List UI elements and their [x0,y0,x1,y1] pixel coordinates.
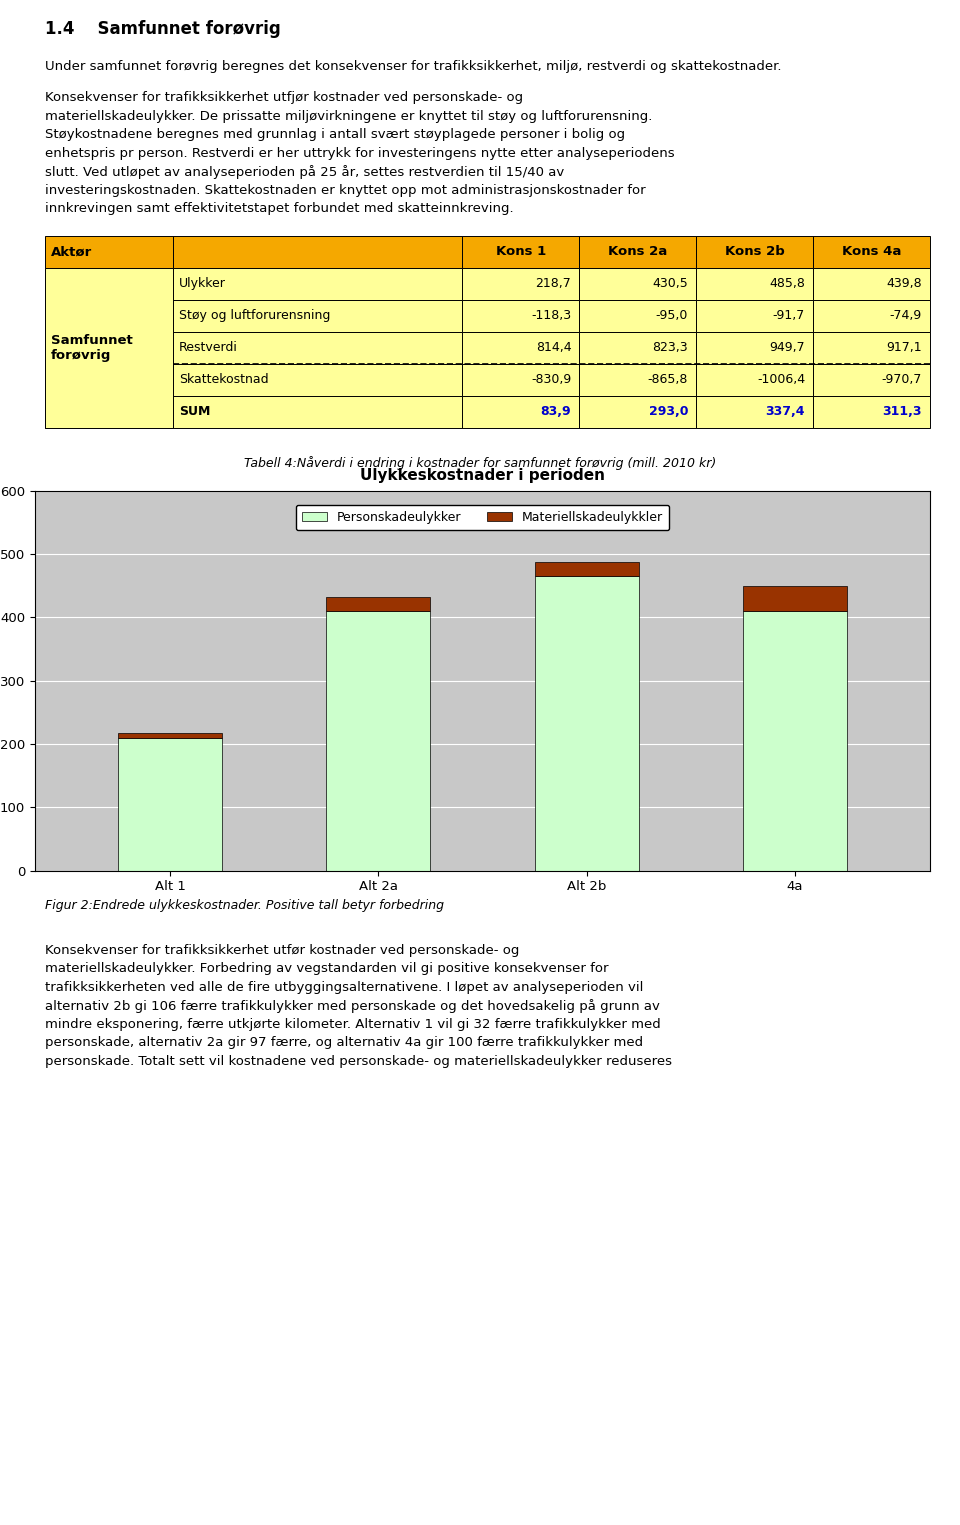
Bar [463,236,579,268]
Bar [118,732,223,738]
Bar [45,364,173,396]
Bar [463,300,579,332]
Text: 337,4: 337,4 [766,406,805,418]
Bar [696,300,813,332]
Bar [45,300,173,332]
Text: -74,9: -74,9 [890,310,922,322]
Bar [45,236,173,268]
Text: Figur 2:Endrede ulykkeskostnader. Positive tall betyr forbedring: Figur 2:Endrede ulykkeskostnader. Positi… [45,898,444,912]
Text: Kons 1: Kons 1 [495,246,546,258]
Bar [813,332,930,364]
Text: personskade. Totalt sett vil kostnadene ved personskade- og materiellskadeulykke: personskade. Totalt sett vil kostnadene … [45,1055,672,1068]
Bar [813,236,930,268]
Bar [579,364,696,396]
Bar [173,300,463,332]
Text: Kons 4a: Kons 4a [842,246,901,258]
Text: 917,1: 917,1 [886,342,922,354]
Bar [579,236,696,268]
Bar [535,561,638,576]
Text: 1.4    Samfunnet forøvrig: 1.4 Samfunnet forøvrig [45,20,280,38]
Text: slutt. Ved utløpet av analyseperioden på 25 år, settes restverdien til 15/40 av: slutt. Ved utløpet av analyseperioden på… [45,165,564,180]
Bar [173,396,463,427]
Bar [813,300,930,332]
Bar [326,612,430,871]
Bar [579,396,696,427]
Text: trafikksikkerheten ved alle de fire utbyggingsalternativene. I løpet av analysep: trafikksikkerheten ved alle de fire utby… [45,981,643,994]
Bar [579,268,696,300]
Bar [173,236,463,268]
Text: 430,5: 430,5 [653,278,688,290]
Bar [326,598,430,612]
Text: innkrevingen samt effektivitetstapet forbundet med skatteinnkreving.: innkrevingen samt effektivitetstapet for… [45,203,514,215]
Text: enhetspris pr person. Restverdi er her uttrykk for investeringens nytte etter an: enhetspris pr person. Restverdi er her u… [45,146,675,160]
Text: 83,9: 83,9 [540,406,571,418]
Text: materiellskadeulykker. Forbedring av vegstandarden vil gi positive konsekvenser : materiellskadeulykker. Forbedring av veg… [45,962,609,976]
Text: Ulykker: Ulykker [179,278,226,290]
Text: Under samfunnet forøvrig beregnes det konsekvenser for trafikksikkerhet, miljø, : Under samfunnet forøvrig beregnes det ko… [45,59,781,73]
Text: alternativ 2b gi 106 færre trafikkulykker med personskade og det hovedsakelig på: alternativ 2b gi 106 færre trafikkulykke… [45,999,660,1013]
Text: 949,7: 949,7 [770,342,805,354]
Bar [45,268,173,300]
Text: -830,9: -830,9 [531,374,571,386]
Text: Skattekostnad: Skattekostnad [179,374,269,386]
Bar [696,364,813,396]
Text: Konsekvenser for trafikksikkerhet utfjør kostnader ved personskade- og: Konsekvenser for trafikksikkerhet utfjør… [45,92,523,104]
Text: mindre eksponering, færre utkjørte kilometer. Alternativ 1 vil gi 32 færre trafi: mindre eksponering, færre utkjørte kilom… [45,1017,660,1031]
Bar [45,268,173,427]
Bar [463,396,579,427]
Text: 814,4: 814,4 [536,342,571,354]
Text: Støy og luftforurensning: Støy og luftforurensning [179,310,330,322]
Text: Kons 2a: Kons 2a [608,246,667,258]
Bar [813,396,930,427]
Bar [535,576,638,871]
Text: 823,3: 823,3 [653,342,688,354]
Bar [463,364,579,396]
Text: Kons 2b: Kons 2b [725,246,784,258]
Bar [696,268,813,300]
Bar [813,268,930,300]
Bar [463,268,579,300]
Legend: Personskadeulykker, Materiellskadeulykkler: Personskadeulykker, Materiellskadeulykkl… [296,505,669,531]
Text: -118,3: -118,3 [531,310,571,322]
Text: 218,7: 218,7 [536,278,571,290]
Bar [579,332,696,364]
Bar [813,364,930,396]
Text: -1006,4: -1006,4 [757,374,805,386]
Text: 311,3: 311,3 [882,406,922,418]
Bar [45,332,173,364]
Bar [696,396,813,427]
Bar [696,236,813,268]
Text: Konsekvenser for trafikksikkerhet utfør kostnader ved personskade- og: Konsekvenser for trafikksikkerhet utfør … [45,944,519,956]
Text: -95,0: -95,0 [656,310,688,322]
Text: Tabell 4:Nåverdi i endring i kostnader for samfunnet forøvrig (mill. 2010 kr): Tabell 4:Nåverdi i endring i kostnader f… [244,456,716,470]
Text: materiellskadeulykker. De prissatte miljøvirkningene er knyttet til støy og luft: materiellskadeulykker. De prissatte milj… [45,110,653,124]
Text: Restverdi: Restverdi [179,342,238,354]
Text: Samfunnet
forøvrig: Samfunnet forøvrig [51,334,132,361]
Text: Aktør: Aktør [51,246,92,258]
Title: Ulykkeskostnader i perioden: Ulykkeskostnader i perioden [360,468,605,482]
Text: personskade, alternativ 2a gir 97 færre, og alternativ 4a gir 100 færre trafikku: personskade, alternativ 2a gir 97 færre,… [45,1037,643,1049]
Text: 439,8: 439,8 [886,278,922,290]
Text: -91,7: -91,7 [773,310,805,322]
Bar [118,738,223,871]
Bar [463,332,579,364]
Bar [743,612,847,871]
Text: 485,8: 485,8 [769,278,805,290]
Text: SUM: SUM [179,406,210,418]
Bar [696,332,813,364]
Bar [173,268,463,300]
Bar [579,300,696,332]
Text: -970,7: -970,7 [881,374,922,386]
Text: investeringskostnaden. Skattekostnaden er knyttet opp mot administrasjonskostnad: investeringskostnaden. Skattekostnaden e… [45,185,646,197]
Text: Støykostnadene beregnes med grunnlag i antall svært støyplagede personer i bolig: Støykostnadene beregnes med grunnlag i a… [45,128,625,142]
Text: 293,0: 293,0 [649,406,688,418]
Bar [45,396,173,427]
Bar [173,332,463,364]
Bar [743,586,847,612]
Bar [173,364,463,396]
Text: -865,8: -865,8 [648,374,688,386]
